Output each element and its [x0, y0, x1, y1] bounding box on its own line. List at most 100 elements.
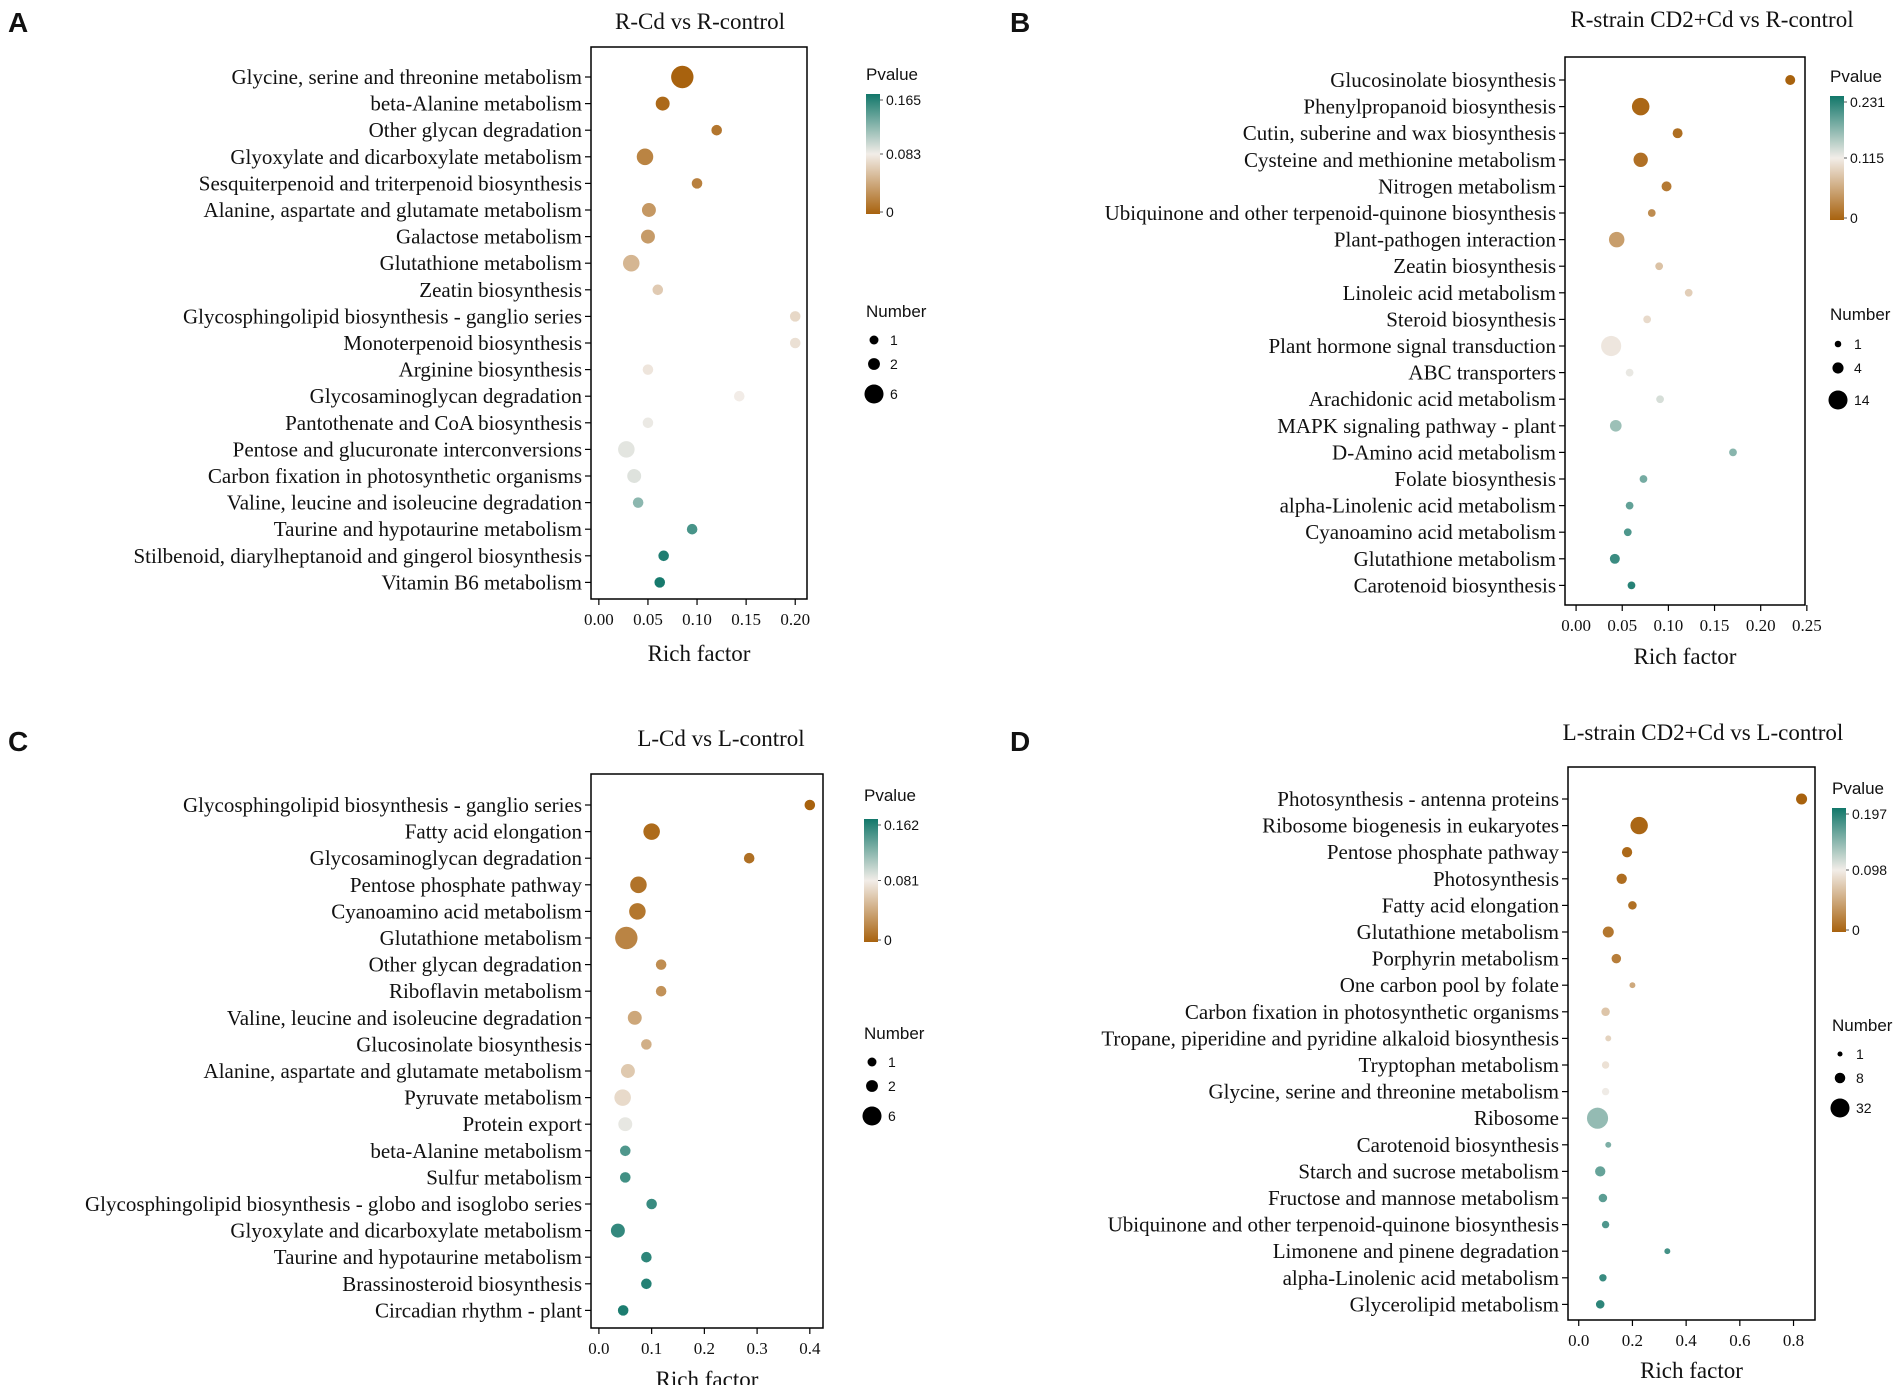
point-d [1601, 1220, 1610, 1229]
point-a [658, 550, 669, 562]
point-b [1633, 152, 1648, 167]
number-legend-title-b: Number [1830, 305, 1891, 324]
y-label-b: alpha-Linolenic acid metabolism [1280, 494, 1556, 518]
y-label-b: Arachidonic acid metabolism [1309, 387, 1556, 411]
point-b [1785, 75, 1796, 85]
y-label-c: Glycosphingolipid biosynthesis - globo a… [85, 1192, 582, 1216]
point-a [789, 337, 801, 349]
point-d [1605, 1035, 1612, 1042]
pvalue-tick-label-c: 0.162 [884, 817, 919, 833]
number-legend-label-b: 4 [1854, 360, 1862, 376]
x-tick-label-a: 0.10 [682, 610, 712, 629]
number-legend-label-d: 8 [1856, 1070, 1864, 1086]
point-a [627, 469, 642, 483]
y-label-d: Carbon fixation in photosynthetic organi… [1185, 1000, 1559, 1024]
pvalue-tick-label-d: 0.197 [1852, 806, 1887, 822]
y-label-d: Starch and sucrose metabolism [1298, 1159, 1559, 1183]
y-label-b: Steroid biosynthesis [1386, 307, 1556, 331]
y-label-a: Carbon fixation in photosynthetic organi… [208, 464, 582, 488]
y-label-d: Tropane, piperidine and pyridine alkaloi… [1101, 1026, 1559, 1050]
pvalue-tick-label-c: 0.081 [884, 873, 919, 889]
y-label-b: Folate biosynthesis [1394, 467, 1556, 491]
y-label-c: Fatty acid elongation [405, 820, 583, 844]
point-a [642, 364, 654, 375]
point-d [1629, 982, 1636, 989]
point-a [642, 417, 654, 429]
y-label-b: Carotenoid biosynthesis [1354, 573, 1556, 597]
y-label-c: Glutathione metabolism [380, 926, 582, 950]
x-tick-label-b: 0.20 [1746, 616, 1776, 635]
y-label-c: Other glycan degradation [369, 953, 583, 977]
x-tick-label-a: 0.20 [780, 610, 810, 629]
y-label-a: Glycosphingolipid biosynthesis - ganglio… [183, 304, 582, 328]
y-label-c: Pentose phosphate pathway [350, 873, 583, 897]
point-d [1586, 1107, 1609, 1129]
point-c [641, 1251, 652, 1263]
number-legend-label-c: 1 [888, 1054, 896, 1070]
number-legend-label-d: 1 [1856, 1046, 1864, 1062]
number-legend-title-d: Number [1832, 1016, 1893, 1035]
y-label-c: Glyoxylate and dicarboxylate metabolism [230, 1219, 582, 1243]
point-d [1664, 1248, 1671, 1255]
point-c [619, 1145, 631, 1157]
y-label-c: Protein export [462, 1112, 582, 1136]
y-label-d: Fatty acid elongation [1382, 893, 1560, 917]
point-c [655, 959, 667, 970]
y-label-d: Photosynthesis [1433, 867, 1559, 891]
point-d [1601, 1061, 1610, 1069]
pvalue-legend-title-c: Pvalue [864, 786, 916, 805]
y-label-b: Nitrogen metabolism [1378, 174, 1556, 198]
x-tick-label-c: 0.1 [641, 1339, 662, 1358]
number-legend-dot-d [1830, 1098, 1850, 1118]
y-label-c: Sulfur metabolism [426, 1165, 582, 1189]
pvalue-colorbar-d [1832, 808, 1846, 932]
number-legend-dot-b [1834, 340, 1842, 348]
pvalue-colorbar-a [866, 94, 880, 214]
number-legend-dot-a [868, 358, 880, 370]
y-label-a: Other glycan degradation [369, 118, 583, 142]
y-label-a: Galactose metabolism [396, 225, 582, 249]
point-b [1631, 97, 1650, 116]
point-a [691, 178, 703, 189]
point-c [643, 823, 660, 840]
point-c [804, 799, 816, 811]
y-label-a: Vitamin B6 metabolism [381, 570, 582, 594]
panel-a: A R-Cd vs R-control Glycine, serine and th… [8, 7, 927, 666]
point-a [636, 148, 654, 166]
y-label-d: Tryptophan metabolism [1359, 1053, 1559, 1077]
number-legend-label-b: 14 [1854, 392, 1870, 408]
y-label-a: Alanine, aspartate and glutamate metabol… [204, 198, 582, 222]
y-label-a: Pentose and glucuronate interconversions [233, 437, 582, 461]
point-c [743, 852, 755, 864]
point-b [1672, 128, 1683, 139]
pvalue-legend-title-a: Pvalue [866, 65, 918, 84]
point-a [622, 254, 640, 272]
pvalue-colorbar-b [1830, 96, 1844, 220]
y-label-b: Ubiquinone and other terpenoid-quinone b… [1105, 201, 1556, 225]
panel-letter-b: B [1010, 7, 1030, 38]
y-label-a: Glycine, serine and threonine metabolism [232, 65, 582, 89]
number-legend-label-b: 1 [1854, 336, 1862, 352]
point-a [652, 284, 664, 296]
point-b [1655, 262, 1664, 271]
y-label-b: Cutin, suberine and wax biosynthesis [1243, 121, 1556, 145]
y-label-d: Photosynthesis - antenna proteins [1277, 787, 1559, 811]
x-tick-label-a: 0.00 [584, 610, 614, 629]
x-axis-label-b: Rich factor [1634, 644, 1737, 669]
pvalue-tick-label-d: 0 [1852, 922, 1860, 938]
y-label-d: Carotenoid biosynthesis [1357, 1133, 1559, 1157]
number-legend-dot-d [1834, 1072, 1846, 1084]
y-label-c: Taurine and hypotaurine metabolism [274, 1245, 582, 1269]
y-label-c: Brassinosteroid biosynthesis [342, 1272, 582, 1296]
x-axis-label-d: Rich factor [1640, 1358, 1743, 1383]
y-label-d: Limonene and pinene degradation [1273, 1239, 1560, 1263]
pvalue-tick-label-a: 0.165 [886, 92, 921, 108]
y-label-d: Pentose phosphate pathway [1327, 840, 1560, 864]
y-label-a: Pantothenate and CoA biosynthesis [285, 411, 582, 435]
y-label-b: Phenylpropanoid biosynthesis [1303, 95, 1556, 119]
y-label-c: Pyruvate metabolism [404, 1086, 582, 1110]
x-tick-label-d: 0.4 [1676, 1331, 1698, 1350]
y-label-d: Porphyrin metabolism [1372, 947, 1559, 971]
point-b [1684, 288, 1693, 297]
point-a [655, 96, 670, 111]
